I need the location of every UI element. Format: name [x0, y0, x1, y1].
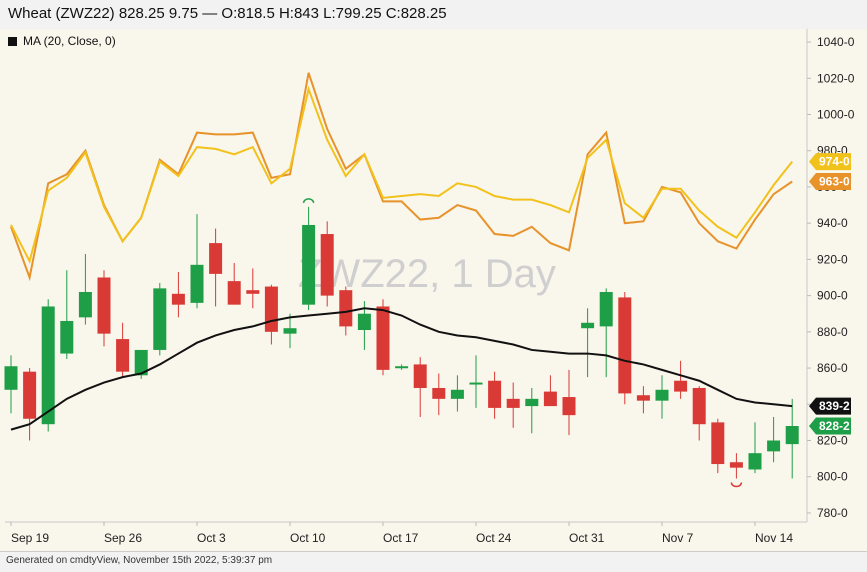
candle-body: [488, 380, 502, 408]
candle-body: [655, 389, 669, 401]
y-tick-label: 880-0: [817, 325, 848, 339]
candle-body: [78, 291, 92, 318]
candle-body: [23, 371, 37, 419]
marker-arc-up: [302, 198, 315, 204]
candle-body: [413, 364, 427, 388]
y-tick-label: 820-0: [817, 434, 848, 448]
candle-body: [302, 224, 316, 305]
y-tick-label: 1000-0: [817, 108, 855, 122]
candle-body: [711, 422, 725, 465]
candle-body: [376, 306, 390, 370]
footer: Generated on cmdtyView, November 15th 20…: [0, 551, 867, 572]
series-line-yellow: [10, 85, 793, 264]
candle-body: [450, 389, 464, 399]
series-line-orange: [10, 72, 793, 282]
watermark: ZWZ22, 1 Day: [298, 252, 556, 296]
candle-body: [190, 264, 204, 303]
candle-body: [339, 290, 353, 327]
candle-body: [562, 397, 576, 416]
legend-label: MA (20, Close, 0): [23, 34, 116, 48]
candle-body: [357, 313, 371, 331]
candle-body: [469, 382, 483, 385]
candle-body: [748, 453, 762, 470]
candle-body: [767, 440, 781, 452]
x-tick-label: Oct 24: [476, 531, 512, 545]
candle-body: [227, 281, 241, 305]
candle-body: [674, 380, 688, 392]
y-tick-label: 920-0: [817, 252, 848, 266]
candle-body: [209, 243, 223, 274]
y-tick-label: 1020-0: [817, 71, 855, 85]
candle-body: [283, 328, 297, 334]
candle-body: [395, 366, 409, 369]
candle-body: [692, 387, 706, 425]
candle-body: [636, 395, 650, 401]
y-tick-label: 1040-0: [817, 35, 855, 49]
candle-body: [171, 293, 185, 305]
y-tick-label: 900-0: [817, 289, 848, 303]
legend-swatch: [8, 36, 17, 46]
marker-arc-down: [730, 482, 743, 488]
price-tag: [809, 173, 851, 191]
x-tick-label: Oct 10: [290, 531, 326, 545]
candle-body: [246, 290, 260, 294]
candle-body: [153, 288, 167, 350]
candle-body: [543, 391, 557, 407]
candle-body: [97, 277, 111, 334]
candle-body: [599, 291, 613, 327]
ma-line: [10, 307, 793, 431]
price-tag: [809, 153, 851, 171]
price-tag: [809, 397, 851, 415]
candle-body: [729, 462, 743, 468]
candle-body: [41, 306, 55, 425]
y-tick-label: 940-0: [817, 216, 848, 230]
candle-body: [581, 322, 595, 329]
footer-text: Generated on cmdtyView, November 15th 20…: [6, 555, 273, 566]
candle-body: [785, 426, 799, 445]
candle-body: [116, 339, 130, 372]
x-tick-label: Nov 14: [755, 531, 793, 545]
price-tag-label: 974-0: [819, 155, 850, 169]
x-tick-label: Oct 17: [383, 531, 419, 545]
chart-panel[interactable]: ZWZ22, 1 Day780-0800-0820-0840-0860-0880…: [0, 29, 867, 551]
title-bar: Wheat (ZWZ22) 828.25 9.75 — O:818.5 H:84…: [0, 0, 867, 29]
y-tick-label: 800-0: [817, 470, 848, 484]
candle-body: [525, 398, 539, 407]
candle-body: [60, 320, 74, 354]
price-tag: [809, 417, 851, 435]
price-chart[interactable]: ZWZ22, 1 Day780-0800-0820-0840-0860-0880…: [0, 29, 867, 551]
candle-body: [618, 297, 632, 394]
candle-body: [264, 286, 278, 332]
candle-body: [4, 366, 18, 390]
x-tick-label: Sep 19: [11, 531, 49, 545]
candle-body: [432, 387, 446, 399]
candle-body: [134, 349, 148, 376]
y-tick-label: 780-0: [817, 506, 848, 520]
chart-title: Wheat (ZWZ22) 828.25 9.75 — O:818.5 H:84…: [8, 5, 447, 22]
price-tag-label: 963-0: [819, 175, 850, 189]
candle-body: [506, 398, 520, 408]
x-tick-label: Sep 26: [104, 531, 142, 545]
x-tick-label: Oct 31: [569, 531, 605, 545]
legend[interactable]: MA (20, Close, 0): [8, 34, 116, 48]
price-tag-label: 839-2: [819, 399, 850, 413]
x-tick-label: Oct 3: [197, 531, 226, 545]
candle-body: [320, 234, 334, 296]
y-tick-label: 860-0: [817, 361, 848, 375]
x-tick-label: Nov 7: [662, 531, 694, 545]
price-tag-label: 828-2: [819, 419, 850, 433]
